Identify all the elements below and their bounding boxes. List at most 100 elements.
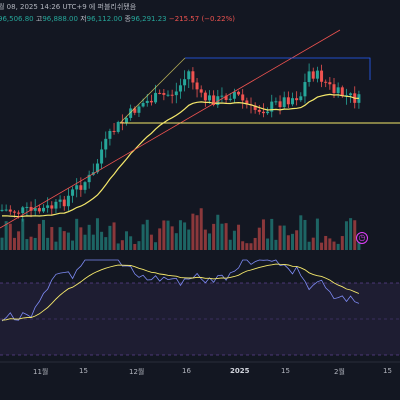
candle-body bbox=[162, 93, 166, 95]
volume-bar bbox=[195, 215, 199, 250]
volume-bar bbox=[295, 230, 299, 250]
candle-body bbox=[266, 111, 270, 114]
volume-bar bbox=[100, 231, 104, 250]
volume-bar bbox=[220, 223, 224, 250]
candle-body bbox=[100, 149, 104, 164]
candle-body bbox=[328, 82, 332, 85]
close-value: 96,291.23 bbox=[130, 15, 167, 23]
x-axis-label: 15 bbox=[79, 367, 88, 375]
volume-bar bbox=[291, 233, 294, 250]
candle-body bbox=[50, 205, 54, 209]
candle-body bbox=[0, 209, 4, 211]
candle-body bbox=[303, 82, 307, 97]
volume-bar bbox=[203, 229, 207, 250]
volume-bar bbox=[158, 228, 162, 250]
candle-body bbox=[87, 174, 91, 183]
volume-bar bbox=[8, 223, 12, 250]
open-value: 96,506.80 bbox=[0, 15, 34, 23]
volume-bar bbox=[4, 221, 8, 250]
candle-body bbox=[253, 105, 257, 110]
volume-bar bbox=[33, 237, 37, 250]
volume-bar bbox=[174, 233, 178, 250]
volume-bar bbox=[353, 220, 357, 250]
volume-bar bbox=[46, 237, 50, 250]
volume-bar bbox=[66, 232, 70, 250]
volume-bar bbox=[307, 241, 311, 250]
volume-bar bbox=[75, 218, 79, 250]
volume-bar bbox=[108, 225, 112, 250]
volume-bar bbox=[12, 237, 16, 250]
candle-body bbox=[170, 94, 174, 96]
candle-body bbox=[278, 101, 282, 108]
candle-body bbox=[241, 94, 245, 101]
close-label: 종 bbox=[124, 15, 131, 23]
ohlc-legend: 96,506.80 고96,888.00 저96,112.00 종96,291.… bbox=[0, 14, 235, 24]
candle-body bbox=[37, 208, 41, 212]
volume-bar bbox=[336, 243, 340, 250]
volume-bar bbox=[183, 222, 187, 250]
volume-bar bbox=[116, 243, 120, 250]
candle-body bbox=[228, 98, 232, 100]
x-axis-label: 2월 bbox=[334, 368, 345, 376]
volume-bar bbox=[282, 225, 286, 250]
volume-bar bbox=[145, 219, 149, 250]
candle-body bbox=[166, 94, 170, 96]
candle-body bbox=[349, 93, 353, 96]
candle-body bbox=[141, 102, 145, 107]
channel-line bbox=[119, 57, 186, 124]
volume-bar bbox=[166, 220, 170, 250]
candle-body bbox=[357, 94, 361, 103]
candle-body bbox=[108, 130, 112, 139]
volume-bar bbox=[178, 220, 182, 250]
volume-bar bbox=[133, 243, 137, 250]
volume-bar bbox=[328, 238, 332, 250]
candle-body bbox=[46, 205, 50, 208]
candle-body bbox=[216, 96, 220, 106]
volume-bar bbox=[332, 241, 336, 250]
volume-bar bbox=[62, 231, 66, 250]
candle-body bbox=[145, 100, 149, 103]
candle-body bbox=[25, 206, 29, 208]
candle-body bbox=[129, 108, 133, 118]
volume-bar bbox=[17, 231, 21, 250]
publish-status: 월 08, 2025 14:26 UTC+9 에 퍼블리쉬됐음 bbox=[0, 3, 137, 11]
candle-body bbox=[220, 95, 224, 97]
volume-bar bbox=[303, 219, 307, 250]
candle-body bbox=[29, 206, 33, 211]
candle-body bbox=[212, 95, 216, 106]
candle-body bbox=[315, 70, 319, 79]
low-label: 저 bbox=[80, 15, 87, 23]
volume-bar bbox=[278, 225, 282, 250]
candle-body bbox=[17, 212, 21, 214]
volume-bar bbox=[274, 239, 278, 250]
volume-bar bbox=[340, 236, 344, 250]
candle-body bbox=[299, 96, 303, 101]
candle-body bbox=[174, 91, 178, 96]
candle-body bbox=[158, 92, 162, 94]
volume-bar bbox=[208, 233, 211, 250]
candle-body bbox=[199, 89, 203, 93]
candle-body bbox=[21, 207, 25, 214]
volume-bar bbox=[37, 223, 41, 250]
volume-bar bbox=[232, 230, 236, 250]
candle-body bbox=[307, 71, 311, 83]
volume-bar bbox=[199, 208, 203, 250]
candle-body bbox=[340, 87, 344, 97]
candle-body bbox=[75, 185, 79, 190]
candle-body bbox=[33, 208, 37, 211]
candle-body bbox=[295, 98, 299, 101]
candle-body bbox=[324, 81, 328, 83]
volume-bar bbox=[87, 224, 91, 250]
volume-bar bbox=[154, 242, 158, 250]
volume-bar bbox=[311, 237, 315, 250]
alert-clock-icon[interactable]: ◷ bbox=[356, 232, 368, 244]
candle-body bbox=[320, 70, 324, 82]
volume-bar bbox=[257, 227, 261, 250]
volume-bar bbox=[315, 218, 319, 250]
high-label: 고 bbox=[35, 15, 43, 23]
volume-bar bbox=[270, 218, 274, 250]
volume-bar bbox=[237, 224, 241, 250]
candle-body bbox=[291, 98, 294, 105]
candle-body bbox=[274, 101, 278, 103]
